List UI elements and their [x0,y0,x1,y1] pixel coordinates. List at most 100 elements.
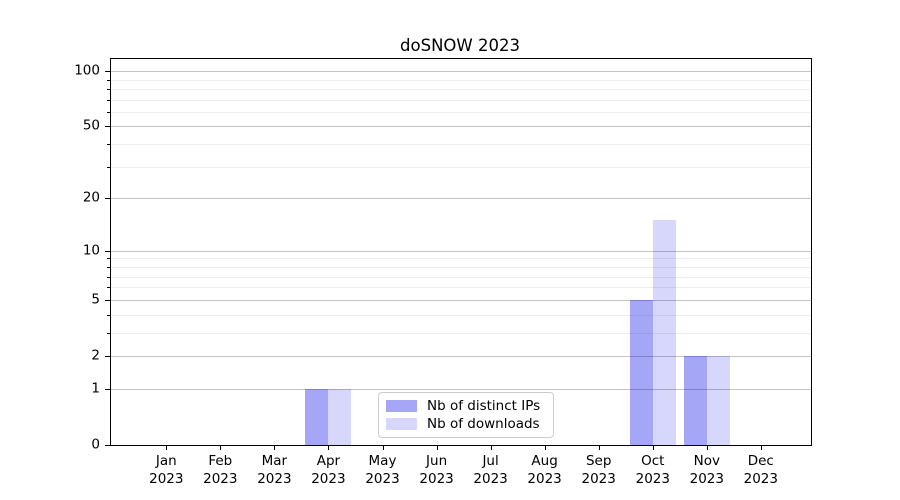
bar-downloads [706,356,730,445]
gridline-minor [111,111,811,113]
x-axis-tick [706,445,708,450]
x-axis-tick [436,445,438,450]
x-tick-label: Aug 2023 [510,452,580,488]
y-axis-tick-minor [107,88,110,90]
x-tick-label: Mar 2023 [239,452,309,488]
x-tick-year: 2023 [581,471,616,488]
x-tick-label: May 2023 [348,452,418,488]
x-tick-label: Feb 2023 [185,452,255,488]
y-tick-label: 0 [91,436,100,453]
legend-swatch-downloads [386,418,417,430]
y-axis-tick-minor [107,111,110,113]
x-tick-label: Jul 2023 [456,452,526,488]
gridline-minor [111,314,811,316]
x-axis-tick [220,445,222,450]
y-tick-label: 50 [82,117,100,134]
y-axis-tick-major [105,126,110,128]
y-axis-tick-minor [107,276,110,278]
x-tick-month: Jan [155,453,177,469]
y-axis-tick-minor [107,166,110,168]
x-axis-tick [166,445,168,450]
x-tick-label: Jun 2023 [402,452,472,488]
gridline-minor [111,276,811,278]
gridline-minor [111,144,811,146]
y-axis-tick-major [105,198,110,200]
x-tick-year: 2023 [689,471,724,488]
x-tick-year: 2023 [311,471,346,488]
gridline-minor [111,166,811,168]
x-tick-year: 2023 [635,471,670,488]
legend: Nb of distinct IPs Nb of downloads [378,392,554,438]
y-axis-tick-major [105,356,110,357]
x-tick-month: May [368,453,397,469]
x-tick-month: Jul [482,453,499,469]
bar-distinct-ips [305,388,329,445]
gridline-minor [111,267,811,268]
y-axis-tick-minor [107,99,110,101]
y-tick-label: 2 [91,347,100,364]
x-tick-month: Jun [426,453,448,469]
bar-downloads [652,220,676,445]
x-tick-label: Jan 2023 [131,452,201,488]
gridline-minor [111,258,811,260]
x-axis-tick [598,445,600,450]
x-axis-tick [652,445,654,450]
x-tick-label: Oct 2023 [618,452,688,488]
legend-item-distinct-ips: Nb of distinct IPs [386,398,545,414]
gridline-major [111,388,811,390]
x-tick-month: Nov [693,453,720,469]
x-axis-tick [760,445,762,450]
x-tick-year: 2023 [149,471,184,488]
gridline-minor [111,99,811,101]
legend-item-downloads: Nb of downloads [386,416,545,432]
x-tick-year: 2023 [473,471,508,488]
x-tick-label: Nov 2023 [672,452,742,488]
y-tick-label: 100 [74,62,100,79]
x-tick-month: Sep [585,453,612,469]
x-tick-month: Mar [261,453,288,469]
legend-label: Nb of downloads [427,416,540,432]
y-tick-label: 20 [82,189,100,206]
gridline-major [111,71,811,73]
gridline-major [111,250,811,252]
gridline-minor [111,79,811,81]
x-tick-month: Dec [747,453,774,469]
bar-downloads [328,388,352,445]
x-tick-label: Sep 2023 [564,452,634,488]
gridline-major [111,198,811,200]
gridline-minor [111,88,811,90]
bar-distinct-ips [629,299,653,445]
plot-area [110,58,812,446]
x-axis-tick [544,445,546,450]
x-axis-tick [274,445,276,450]
y-axis-tick-minor [107,332,110,334]
x-tick-year: 2023 [419,471,454,488]
y-axis-tick-minor [107,258,110,260]
legend-label: Nb of distinct IPs [427,398,541,414]
y-axis-tick-minor [107,267,110,268]
y-tick-label: 10 [82,241,100,258]
y-tick-label: 5 [91,291,100,308]
y-axis-tick-major [105,445,110,446]
y-axis-tick-minor [107,144,110,146]
y-tick-label: 1 [91,380,100,397]
y-axis-tick-minor [107,287,110,289]
x-tick-year: 2023 [257,471,292,488]
y-axis-tick-major [105,71,110,73]
gridline-major [111,299,811,301]
bar-distinct-ips [683,356,707,445]
gridline-minor [111,287,811,289]
x-tick-year: 2023 [203,471,238,488]
x-axis-tick [490,445,492,450]
y-axis-tick-major [105,299,110,301]
chart-title: doSNOW 2023 [400,36,520,55]
y-axis-tick-minor [107,79,110,81]
x-tick-year: 2023 [365,471,400,488]
y-axis-tick-major [105,250,110,252]
x-tick-month: Aug [531,453,558,469]
x-axis-tick [382,445,384,450]
gridline-major [111,356,811,357]
x-tick-month: Feb [208,453,233,469]
y-axis-tick-major [105,388,110,390]
